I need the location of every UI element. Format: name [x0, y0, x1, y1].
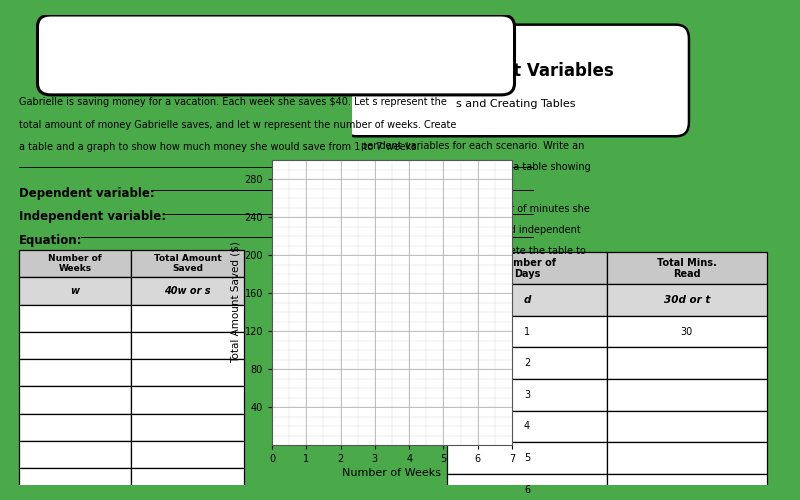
- FancyBboxPatch shape: [447, 474, 607, 500]
- FancyBboxPatch shape: [18, 304, 131, 332]
- FancyBboxPatch shape: [447, 316, 607, 348]
- Text: Writing Equations, Creating Tables & Graphs: Writing Equations, Creating Tables & Gra…: [160, 68, 392, 78]
- FancyBboxPatch shape: [607, 284, 766, 316]
- Text: 4: 4: [524, 422, 530, 432]
- FancyBboxPatch shape: [38, 15, 514, 95]
- FancyBboxPatch shape: [18, 332, 131, 359]
- FancyBboxPatch shape: [18, 359, 131, 386]
- Text: Independent and Dependent Variables: Independent and Dependent Variables: [101, 42, 451, 56]
- Text: s and Creating Tables: s and Creating Tables: [457, 98, 576, 108]
- Text: en variables. Finally, complete a table showing: en variables. Finally, complete a table …: [361, 162, 590, 172]
- FancyBboxPatch shape: [607, 348, 766, 379]
- FancyBboxPatch shape: [447, 348, 607, 379]
- Text: Dependent variable:: Dependent variable:: [18, 186, 154, 200]
- FancyBboxPatch shape: [607, 474, 766, 500]
- Text: Number of
Weeks: Number of Weeks: [48, 254, 102, 274]
- Text: pendent variables for each scenario. Write an: pendent variables for each scenario. Wri…: [361, 141, 584, 151]
- Y-axis label: Total Amount Saved ($): Total Amount Saved ($): [230, 242, 240, 364]
- FancyBboxPatch shape: [607, 379, 766, 410]
- FancyBboxPatch shape: [343, 24, 689, 136]
- FancyBboxPatch shape: [18, 278, 131, 304]
- Text: Dependent Variables: Dependent Variables: [418, 62, 614, 80]
- Text: total amount of money Gabrielle saves, and let w represent the number of weeks. : total amount of money Gabrielle saves, a…: [18, 120, 456, 130]
- Text: s relationship, and then complete the table to: s relationship, and then complete the ta…: [361, 246, 586, 256]
- FancyBboxPatch shape: [131, 250, 244, 278]
- FancyBboxPatch shape: [18, 441, 131, 468]
- Text: Equation:: Equation:: [18, 234, 82, 246]
- Text: 1: 1: [524, 326, 530, 336]
- Text: 2: 2: [524, 358, 530, 368]
- FancyBboxPatch shape: [607, 442, 766, 474]
- FancyBboxPatch shape: [447, 410, 607, 442]
- FancyBboxPatch shape: [131, 414, 244, 441]
- Text: 3: 3: [524, 390, 530, 400]
- Text: Gabrielle is saving money for a vacation. Each week she saves $40. Let s represe: Gabrielle is saving money for a vacation…: [18, 97, 446, 108]
- Text: . Determine the dependent and independent: . Determine the dependent and independen…: [361, 224, 580, 234]
- FancyBboxPatch shape: [131, 332, 244, 359]
- Text: 5: 5: [524, 453, 530, 463]
- FancyBboxPatch shape: [18, 414, 131, 441]
- Text: Number of
Days: Number of Days: [498, 258, 556, 279]
- FancyBboxPatch shape: [18, 250, 131, 278]
- Text: w: w: [70, 286, 79, 296]
- FancyBboxPatch shape: [447, 442, 607, 474]
- Text: Independent variable:: Independent variable:: [18, 210, 166, 223]
- FancyBboxPatch shape: [447, 379, 607, 410]
- FancyBboxPatch shape: [607, 410, 766, 442]
- FancyBboxPatch shape: [607, 316, 766, 348]
- FancyBboxPatch shape: [131, 278, 244, 304]
- FancyBboxPatch shape: [607, 252, 766, 284]
- Text: Total Amount
Saved: Total Amount Saved: [154, 254, 222, 274]
- FancyBboxPatch shape: [18, 468, 131, 495]
- FancyBboxPatch shape: [131, 468, 244, 495]
- Text: 30: 30: [681, 326, 693, 336]
- FancyBboxPatch shape: [18, 386, 131, 413]
- Text: 40w or s: 40w or s: [164, 286, 211, 296]
- Text: a table and a graph to show how much money she would save from 1 to 7 weeks.: a table and a graph to show how much mon…: [18, 142, 419, 152]
- FancyBboxPatch shape: [131, 386, 244, 413]
- FancyBboxPatch shape: [131, 304, 244, 332]
- Text: d: d: [523, 295, 530, 305]
- Text: 30d or t: 30d or t: [664, 295, 710, 305]
- FancyBboxPatch shape: [131, 359, 244, 386]
- FancyBboxPatch shape: [447, 284, 607, 316]
- FancyBboxPatch shape: [447, 252, 607, 284]
- Text: 6: 6: [524, 484, 530, 494]
- FancyBboxPatch shape: [131, 441, 244, 468]
- Text: Total Mins.
Read: Total Mins. Read: [657, 258, 717, 279]
- X-axis label: Number of Weeks: Number of Weeks: [342, 468, 442, 478]
- Text: et t represent the total number of minutes she: et t represent the total number of minut…: [361, 204, 590, 214]
